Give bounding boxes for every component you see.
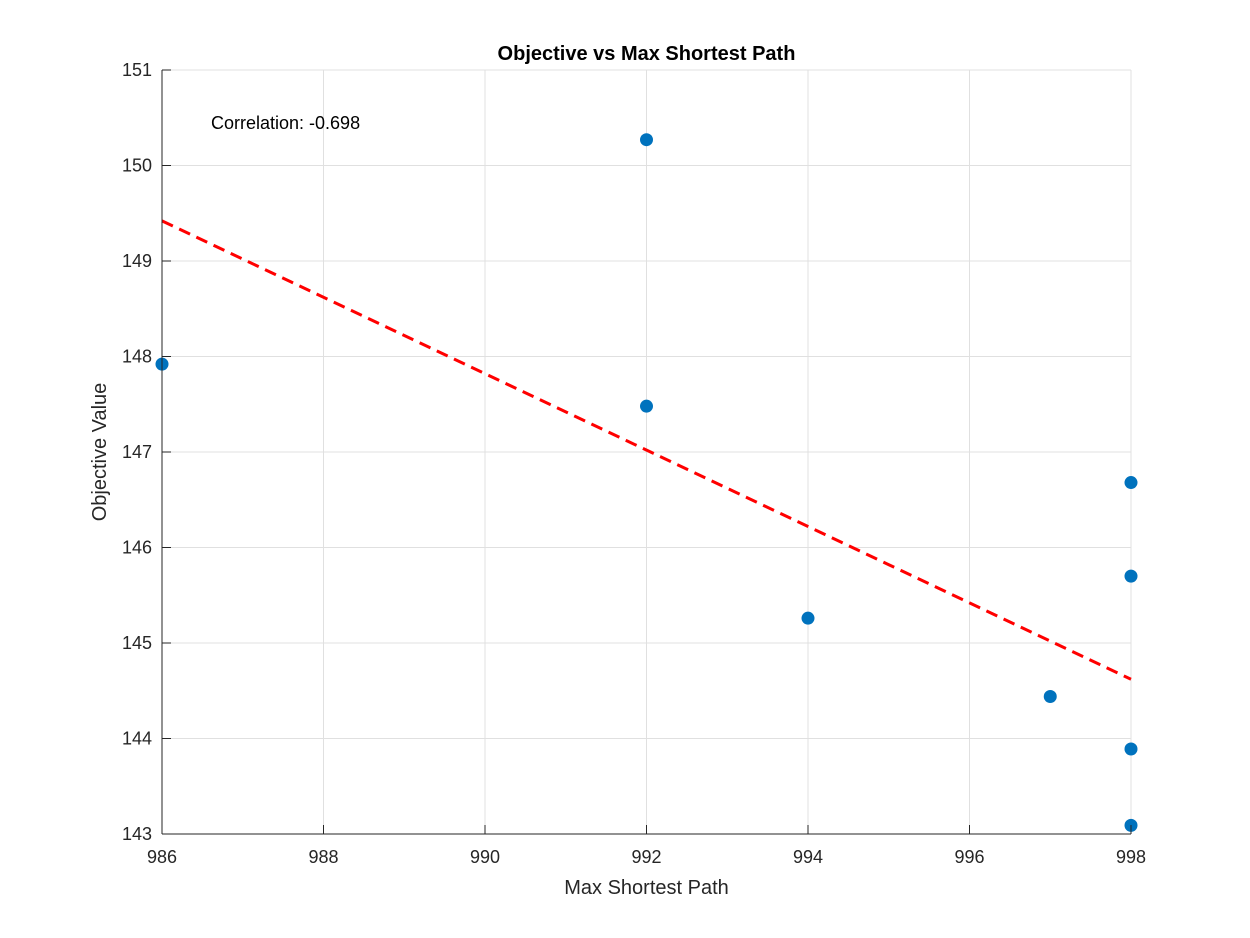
data-point: [1124, 476, 1138, 490]
x-axis-label: Max Shortest Path: [564, 877, 729, 899]
y-tick-label: 145: [122, 633, 152, 653]
y-tick-label: 143: [122, 824, 152, 844]
data-point: [640, 399, 653, 413]
y-tick-label: 144: [122, 729, 152, 749]
y-tick-label: 146: [122, 538, 152, 558]
chart-title: Objective vs Max Shortest Path: [498, 43, 796, 65]
y-tick-label: 148: [122, 347, 152, 367]
x-tick-label: 998: [1116, 847, 1146, 867]
axes: [161, 69, 1132, 835]
x-tick-label: 988: [308, 847, 338, 867]
x-tick-label: 990: [470, 847, 500, 867]
y-tick-label: 149: [122, 251, 152, 271]
y-tick-label: 147: [122, 442, 152, 462]
y-tick-label: 151: [122, 60, 152, 80]
x-tick-label: 992: [631, 847, 661, 867]
x-tick-label: 994: [793, 847, 823, 867]
data-point: [1124, 742, 1138, 756]
data-point: [1043, 689, 1057, 703]
correlation-annotation: Correlation: -0.698: [211, 113, 360, 133]
x-tick-label: 986: [147, 847, 177, 867]
trendline: [161, 219, 1132, 681]
x-tick-labels: 986 988 990 992 994 996 998: [147, 847, 1146, 867]
trendline-layer: [161, 219, 1132, 681]
y-tick-labels: 143 144 145 146 147 148 149 150 151: [122, 60, 152, 844]
data-point: [801, 611, 815, 625]
y-tick-label: 150: [122, 156, 152, 176]
x-tick-label: 996: [954, 847, 984, 867]
data-point: [1124, 569, 1138, 583]
data-point: [640, 133, 653, 147]
y-axis-label: Objective Value: [89, 383, 111, 522]
